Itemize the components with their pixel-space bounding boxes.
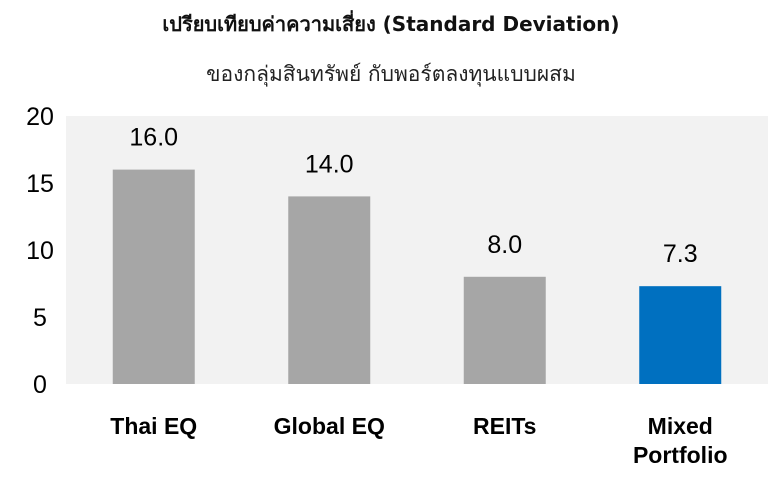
- x-tick-label: Mixed Portfolio: [633, 413, 728, 468]
- x-tick-label: Global EQ: [274, 413, 385, 439]
- chart-subtitle: ของกลุ่มสินทรัพย์ กับพอร์ตลงทุนแบบผสม: [206, 62, 576, 86]
- x-tick-label: REITs: [473, 413, 536, 439]
- y-tick-label: 15: [26, 170, 54, 198]
- y-tick-label: 5: [33, 304, 47, 332]
- x-tick-label: Thai EQ: [110, 413, 197, 439]
- data-label: 7.3: [663, 240, 698, 268]
- chart-title: เปรียบเทียบค่าความเสี่ยง (Standard Devia…: [162, 12, 620, 36]
- y-tick-label: 20: [26, 103, 54, 131]
- bar-3: [463, 276, 546, 384]
- data-label: 14.0: [305, 150, 354, 178]
- bar-2: [288, 196, 371, 384]
- data-label: 8.0: [487, 231, 522, 259]
- bar-1: [112, 169, 195, 384]
- y-tick-label: 0: [33, 371, 47, 399]
- y-tick-label: 10: [26, 237, 54, 265]
- data-label: 16.0: [129, 124, 178, 152]
- bar-4: [639, 286, 722, 384]
